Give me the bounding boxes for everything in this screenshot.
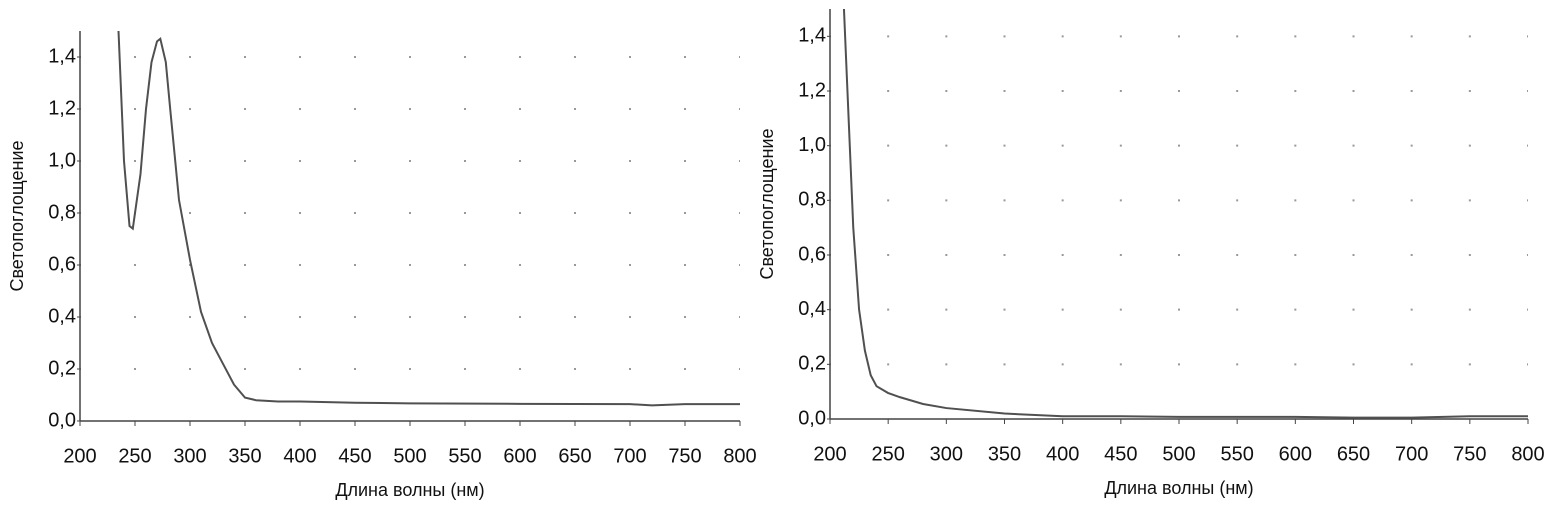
x-tick-label: 500 — [393, 445, 426, 467]
y-tick-label: 1,2 — [48, 97, 76, 119]
y-tick-label: 1,4 — [48, 45, 76, 67]
x-tick-label: 200 — [813, 443, 846, 465]
x-tick-label: 750 — [668, 445, 701, 467]
y-tick-label: 0,8 — [798, 189, 826, 211]
x-tick-label: 800 — [1511, 443, 1544, 465]
x-tick-label: 250 — [118, 445, 151, 467]
y-tick-label: 0,6 — [48, 253, 76, 275]
data-line — [842, 8, 1528, 419]
x-tick-label: 400 — [1046, 443, 1079, 465]
x-tick-label: 250 — [871, 443, 904, 465]
y-axis-label: Светопоглощение — [757, 128, 777, 279]
x-tick-label: 200 — [63, 445, 96, 467]
x-tick-label: 350 — [988, 443, 1021, 465]
y-tick-label: 1,4 — [798, 25, 826, 47]
y-tick-label: 1,2 — [798, 79, 826, 101]
y-axis-label: Светопоглощение — [7, 140, 27, 291]
x-tick-label: 600 — [1279, 443, 1312, 465]
data-line — [117, 30, 740, 407]
y-tick-label: 0,0 — [798, 407, 826, 429]
x-tick-label: 700 — [1395, 443, 1428, 465]
x-tick-label: 450 — [1104, 443, 1137, 465]
x-tick-label: 400 — [283, 445, 316, 467]
y-tick-label: 0,8 — [48, 201, 76, 223]
x-tick-label: 750 — [1453, 443, 1486, 465]
y-tick-label: 0,4 — [798, 298, 826, 320]
x-tick-label: 300 — [173, 445, 206, 467]
x-tick-label: 800 — [723, 445, 756, 467]
x-tick-label: 350 — [228, 445, 261, 467]
x-tick-label: 500 — [1162, 443, 1195, 465]
x-tick-label: 650 — [558, 445, 591, 467]
y-tick-label: 0,6 — [798, 243, 826, 265]
x-tick-label: 550 — [1220, 443, 1253, 465]
y-tick-label: 1,0 — [48, 149, 76, 171]
x-tick-label: 450 — [338, 445, 371, 467]
x-tick-label: 600 — [503, 445, 536, 467]
y-tick-label: 0,2 — [798, 353, 826, 375]
x-tick-label: 550 — [448, 445, 481, 467]
y-tick-label: 0,0 — [48, 409, 76, 431]
x-tick-label: 700 — [613, 445, 646, 467]
x-tick-label: 650 — [1337, 443, 1370, 465]
x-axis-label: Длина волны (нм) — [1104, 478, 1253, 498]
y-tick-label: 0,2 — [48, 357, 76, 379]
x-axis-label: Длина волны (нм) — [335, 480, 484, 500]
y-tick-label: 1,0 — [798, 134, 826, 156]
x-tick-label: 300 — [930, 443, 963, 465]
y-tick-label: 0,4 — [48, 305, 76, 327]
